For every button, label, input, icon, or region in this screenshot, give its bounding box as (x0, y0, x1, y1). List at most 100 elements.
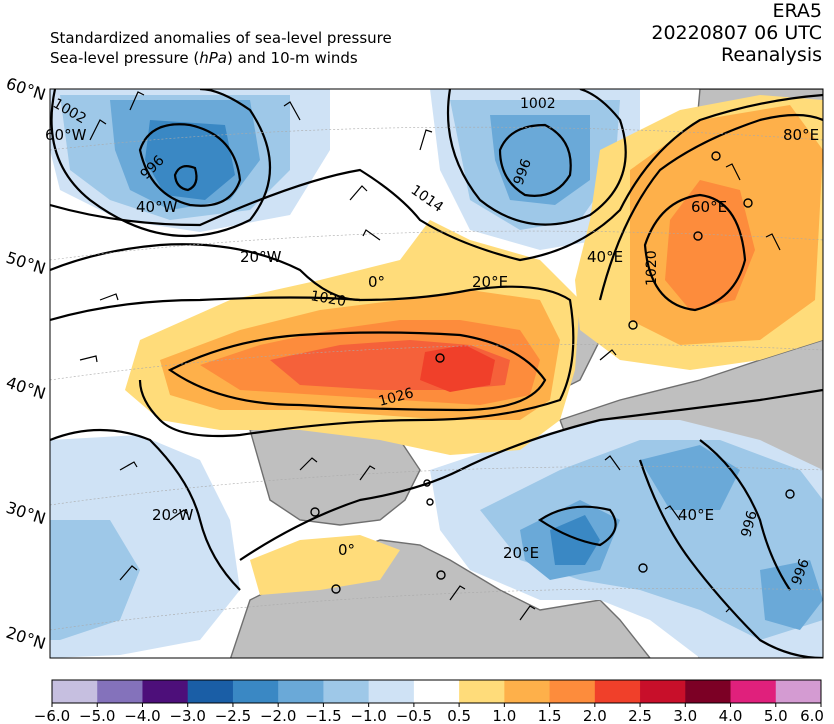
colorbar-tick-label: 4.0 (719, 707, 743, 724)
lon-label: 20°W (152, 506, 194, 524)
lon-label: 20°E (503, 544, 539, 562)
isobar-east-outer (638, 459, 823, 658)
isobar-label: 1002 (520, 96, 556, 112)
negative-anomalies (50, 89, 823, 658)
source-label: ERA5 (772, 0, 822, 22)
colorbar-cell (459, 680, 505, 703)
title-line-1: Standardized anomalies of sea-level pres… (50, 29, 392, 47)
colorbar-tick-label: −1.0 (350, 707, 386, 724)
colorbar-cell (278, 680, 324, 703)
lon-label: 20°E (472, 273, 508, 291)
map-body (50, 89, 823, 658)
colorbar-cell (323, 680, 370, 703)
colorbar-tick-label: −1.5 (305, 707, 341, 724)
isobar-label: 1020 (644, 250, 660, 286)
colorbar-tick-label: −3.0 (169, 707, 205, 724)
colorbar-cell (142, 680, 189, 703)
colorbar-tick-label: −2.5 (215, 707, 251, 724)
colorbar-tick-label: 1.5 (538, 707, 562, 724)
colorbar-tick-label: −6.0 (34, 707, 70, 724)
isobar-east-996 (699, 439, 791, 591)
anom-neg-sw-atlantic-mid (50, 520, 140, 640)
longitude-labels: 60°W 40°W 20°W 0° 20°E 40°E 60°E 80°E 20… (45, 126, 819, 562)
colorbar-tick-label: −5.0 (79, 707, 115, 724)
colorbar-cell (775, 680, 822, 703)
isobar-russia-outer (598, 113, 823, 301)
lon-label: 60°E (691, 198, 727, 216)
positive-anomalies (125, 95, 823, 595)
product-label: Reanalysis (721, 44, 822, 66)
isobar-scand-1002 (446, 89, 627, 226)
isobar-scand-996 (498, 123, 572, 197)
lat-label: 20°N (4, 623, 48, 654)
isobar-iceland-996 (138, 123, 242, 207)
colorbar-cell (413, 680, 460, 703)
map-title: Standardized anomalies of sea-level pres… (50, 28, 392, 48)
lat-label: 30°N (4, 498, 48, 529)
anom-neg-iceland-core (145, 120, 235, 200)
anom-pos-core (420, 345, 495, 392)
isobar-label: 1020 (309, 288, 347, 310)
isobar-russia-1020 (643, 193, 747, 312)
isobar-iceland-990 (173, 165, 198, 192)
subtitle-suffix: ) and 10-m winds (226, 49, 358, 67)
lon-label: 40°W (136, 198, 178, 216)
isobar-label: 996 (738, 509, 760, 539)
colorbar-tick-label: 2.0 (583, 707, 607, 724)
lat-label: 40°N (4, 373, 48, 404)
colorbar-tick-label: −2.0 (260, 707, 296, 724)
datetime-label: 20220807 06 UTC (651, 22, 822, 44)
wind-barbs (79, 91, 781, 621)
lon-label: 0° (338, 541, 355, 559)
colorbar-cell (187, 680, 234, 703)
isobar-1014 (50, 93, 823, 262)
graticule (50, 126, 823, 631)
lat-label: 50°N (4, 248, 48, 279)
lon-label: 60°W (45, 126, 87, 144)
isobars (50, 89, 823, 658)
lon-label: 40°E (678, 506, 714, 524)
colorbar-tick-label: 6.0 (800, 707, 824, 724)
map-frame (49, 88, 824, 659)
anom-neg-caspian (640, 445, 740, 510)
isobar-med-low (538, 505, 617, 547)
anom-neg-med-mid (480, 440, 823, 640)
colorbar-tick-label: 1.0 (492, 707, 516, 724)
colorbar-tick-label: 3.0 (673, 707, 697, 724)
colorbar-cells (52, 680, 822, 703)
anom-pos-russia-20 (665, 180, 755, 310)
isobar-sahara (239, 388, 823, 561)
anom-neg-med-core (550, 515, 600, 565)
isobar-iceland-1002 (50, 89, 272, 238)
lon-label: 80°E (783, 126, 819, 144)
colorbar-ticks: −6.0 −5.0 −4.0 −3.0 −2.5 −2.0 −1.5 −1.0 −0.5 0.5 1… (34, 703, 824, 724)
colorbar-cell (368, 680, 415, 703)
colorbar-tick-label: −4.0 (124, 707, 160, 724)
isobar-lower-atlantic (50, 428, 241, 591)
colorbar-tick-label: 0.5 (447, 707, 471, 724)
isobar-1026 (167, 331, 547, 412)
colorbar-cell (52, 680, 98, 703)
weather-map: 60°N 50°N 40°N 30°N 20°N 60°W 40°W 20°W … (4, 74, 824, 659)
lon-label: 0° (368, 273, 385, 291)
colorbar-cell (640, 680, 686, 703)
anom-pos-sahara (250, 535, 400, 595)
colorbar-cell (685, 680, 732, 703)
colorbar-cell (549, 680, 596, 703)
isobar-1020-main (50, 285, 575, 438)
colorbar-cell (504, 680, 551, 703)
colorbar-tick-label: −0.5 (396, 707, 432, 724)
colorbar-cell (97, 680, 143, 703)
colorbar-frame (51, 679, 822, 704)
lat-label: 60°N (4, 74, 48, 105)
calm-markers (310, 151, 795, 594)
colorbar-cell (594, 680, 641, 703)
anom-neg-east-corner (760, 560, 823, 630)
colorbar: −6.0 −5.0 −4.0 −3.0 −2.5 −2.0 −1.5 −1.0 −0.5 0.5 1… (34, 679, 824, 724)
colorbar-cell (730, 680, 777, 703)
lon-label: 20°W (240, 248, 282, 266)
colorbar-tick-label: 2.5 (628, 707, 652, 724)
subtitle-unit: hPa (199, 49, 227, 67)
map-subtitle: Sea-level pressure (hPa) and 10-m winds (50, 48, 358, 68)
latitude-labels: 60°N 50°N 40°N 30°N 20°N (4, 74, 48, 654)
